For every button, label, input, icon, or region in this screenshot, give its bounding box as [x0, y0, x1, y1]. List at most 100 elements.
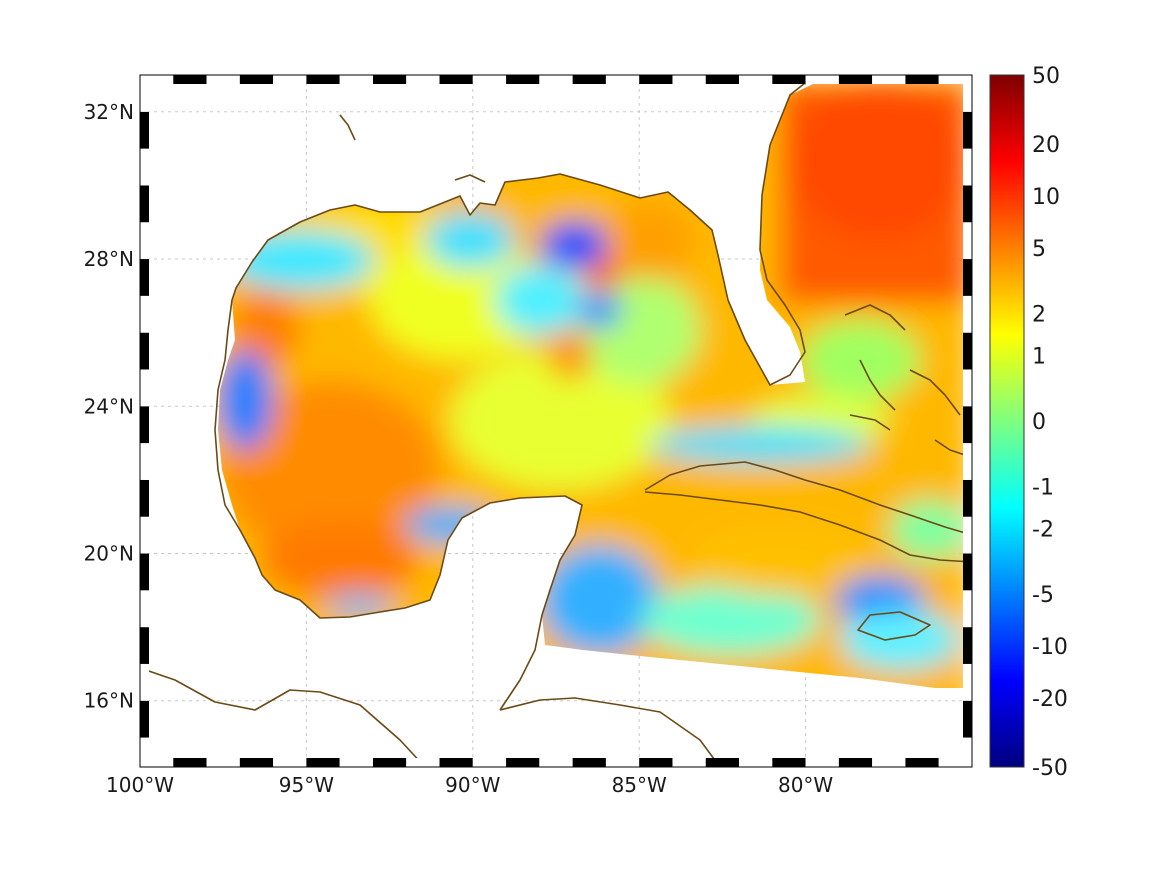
colorbar-tick-label-0: 50: [1032, 64, 1060, 89]
frame-segment-left: [140, 663, 149, 701]
frame-segment-left: [140, 479, 149, 517]
colorbar-tick-label-5: 1: [1032, 344, 1046, 369]
frame-segment-left: [140, 369, 149, 407]
frame-segment-bottom: [306, 758, 340, 767]
lat-tick-label-2: 24°N: [84, 394, 134, 418]
frame-segment-top: [506, 75, 540, 84]
frame-segment-top: [572, 75, 606, 84]
frame-segment-top: [672, 75, 706, 84]
colorbar-tick-label-9: -5: [1032, 583, 1054, 608]
frame-segment-right: [963, 111, 972, 149]
frame-segment-bottom: [140, 758, 174, 767]
frame-segment-left: [140, 185, 149, 223]
colorbar-gradient: [989, 74, 1025, 768]
frame-segment-bottom: [239, 758, 274, 767]
frame-segment-right: [963, 148, 972, 186]
frame-segment-right: [963, 737, 972, 767]
frame-segment-top: [938, 75, 972, 84]
colorbar-tick-label-4: 2: [1032, 303, 1046, 328]
frame-segment-right: [963, 627, 972, 664]
frame-segment-bottom: [805, 758, 839, 767]
lon-tick-label-0: 100°W: [106, 773, 174, 797]
frame-segment-top: [173, 75, 207, 84]
frame-segment-bottom: [739, 758, 773, 767]
frame-segment-bottom: [705, 758, 740, 767]
lat-tick-label-0: 32°N: [84, 100, 134, 124]
frame-segment-top: [140, 75, 174, 84]
frame-segment-left: [140, 222, 149, 260]
frame-segment-bottom: [772, 758, 806, 767]
frame-segment-top: [772, 75, 806, 84]
latitude-labels: 32°N 28°N 24°N 20°N 16°N: [84, 100, 134, 713]
frame-segment-top: [206, 75, 240, 84]
frame-segment-top: [838, 75, 873, 84]
frame-segment-bottom: [938, 758, 972, 767]
frame-segment-left: [140, 295, 149, 333]
frame-segment-bottom: [372, 758, 407, 767]
frame-segment-bottom: [173, 758, 207, 767]
frame-segment-bottom: [539, 758, 573, 767]
frame-segment-left: [140, 627, 149, 664]
frame-segment-top: [705, 75, 740, 84]
frame-segment-right: [963, 369, 972, 407]
frame-segment-right: [963, 516, 972, 554]
frame-segment-top: [872, 75, 906, 84]
frame-segment-bottom: [672, 758, 706, 767]
frame-segment-right: [963, 479, 972, 517]
frame-segment-top: [539, 75, 573, 84]
frame-segment-bottom: [339, 758, 373, 767]
frame-segment-right: [963, 295, 972, 333]
frame-segment-bottom: [838, 758, 873, 767]
frame-segment-bottom: [872, 758, 906, 767]
frame-segment-left: [140, 332, 149, 370]
colorbar-tick-label-1: 20: [1032, 133, 1060, 158]
colorbar-tick-label-10: -10: [1032, 635, 1068, 660]
frame-segment-right: [963, 663, 972, 701]
frame-segment-top: [439, 75, 473, 84]
frame-segment-top: [339, 75, 373, 84]
frame-segment-left: [140, 516, 149, 554]
colorbar-tick-label-7: -1: [1032, 476, 1054, 501]
lat-tick-label-3: 20°N: [84, 542, 134, 566]
colorbar-tick-label-6: 0: [1032, 410, 1046, 435]
frame-segment-top: [273, 75, 307, 84]
frame-segment-bottom: [639, 758, 673, 767]
frame-segment-right: [963, 700, 972, 738]
frame-segment-left: [140, 553, 149, 591]
frame-segment-right: [963, 75, 972, 112]
frame-segment-right: [963, 259, 972, 296]
frame-segment-left: [140, 111, 149, 149]
frame-segment-bottom: [406, 758, 440, 767]
frame-segment-bottom: [439, 758, 473, 767]
colorbar-tick-label-2: 10: [1032, 185, 1060, 210]
frame-segment-right: [963, 553, 972, 591]
frame-border: [139, 74, 973, 768]
frame-segment-right: [963, 332, 972, 370]
frame-segment-left: [140, 737, 149, 767]
lat-tick-label-4: 16°N: [84, 689, 134, 713]
frame-segment-top: [739, 75, 773, 84]
frame-segment-top: [406, 75, 440, 84]
lat-tick-label-1: 28°N: [84, 247, 134, 271]
frame-segment-left: [140, 75, 149, 112]
frame-segment-bottom: [472, 758, 507, 767]
frame-segment-top: [639, 75, 673, 84]
frame-segment-top: [605, 75, 640, 84]
frame-segment-right: [963, 222, 972, 260]
frame-segment-top: [239, 75, 274, 84]
colorbar-tick-label-3: 5: [1032, 237, 1046, 262]
map-frame: [139, 74, 973, 768]
frame-segment-left: [140, 406, 149, 444]
frame-segment-top: [372, 75, 407, 84]
frame-segment-top: [306, 75, 340, 84]
frame-segment-bottom: [206, 758, 240, 767]
lon-tick-label-1: 95°W: [279, 773, 334, 797]
frame-segment-left: [140, 700, 149, 738]
frame-segment-top: [805, 75, 839, 84]
frame-segment-bottom: [506, 758, 540, 767]
colorbar-tick-label-12: -50: [1032, 756, 1068, 781]
frame-segment-left: [140, 148, 149, 186]
frame-segment-right: [963, 590, 972, 628]
lon-tick-label-3: 85°W: [612, 773, 667, 797]
